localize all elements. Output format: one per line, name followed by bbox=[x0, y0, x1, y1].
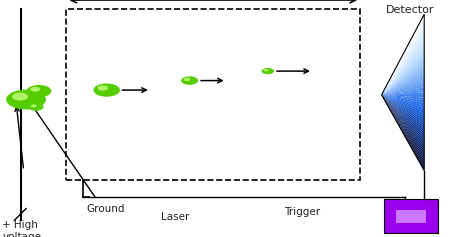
Polygon shape bbox=[382, 95, 424, 168]
Polygon shape bbox=[382, 95, 424, 139]
Polygon shape bbox=[382, 92, 424, 95]
Circle shape bbox=[97, 85, 108, 91]
Polygon shape bbox=[382, 95, 424, 152]
Circle shape bbox=[27, 85, 51, 97]
Polygon shape bbox=[382, 95, 424, 160]
Polygon shape bbox=[382, 95, 424, 108]
Circle shape bbox=[183, 77, 191, 81]
Polygon shape bbox=[382, 95, 424, 155]
Text: Laser: Laser bbox=[161, 212, 190, 222]
Polygon shape bbox=[382, 53, 424, 95]
Polygon shape bbox=[382, 95, 424, 158]
Polygon shape bbox=[382, 95, 424, 165]
Polygon shape bbox=[382, 95, 424, 111]
Polygon shape bbox=[382, 38, 424, 95]
Polygon shape bbox=[382, 77, 424, 95]
Polygon shape bbox=[382, 95, 424, 103]
Polygon shape bbox=[382, 95, 424, 105]
Polygon shape bbox=[382, 46, 424, 95]
Circle shape bbox=[12, 93, 28, 100]
Polygon shape bbox=[382, 22, 424, 95]
Polygon shape bbox=[382, 14, 424, 95]
Circle shape bbox=[30, 87, 40, 92]
Circle shape bbox=[262, 68, 274, 74]
Polygon shape bbox=[382, 95, 424, 126]
Polygon shape bbox=[382, 95, 424, 100]
Polygon shape bbox=[382, 35, 424, 95]
Text: Ground: Ground bbox=[86, 204, 125, 214]
Circle shape bbox=[93, 83, 120, 97]
Polygon shape bbox=[382, 19, 424, 95]
Polygon shape bbox=[382, 95, 424, 129]
Polygon shape bbox=[382, 32, 424, 95]
Polygon shape bbox=[382, 95, 424, 171]
Polygon shape bbox=[382, 25, 424, 95]
Polygon shape bbox=[382, 95, 424, 150]
Bar bbox=[396, 210, 426, 223]
Text: + High
voltage: + High voltage bbox=[2, 220, 41, 237]
Polygon shape bbox=[382, 40, 424, 95]
Polygon shape bbox=[382, 87, 424, 95]
Polygon shape bbox=[382, 43, 424, 95]
Polygon shape bbox=[382, 95, 424, 163]
Polygon shape bbox=[382, 95, 424, 113]
Circle shape bbox=[264, 69, 268, 71]
Polygon shape bbox=[382, 27, 424, 95]
Polygon shape bbox=[382, 59, 424, 95]
Circle shape bbox=[28, 103, 44, 111]
Polygon shape bbox=[382, 74, 424, 95]
Polygon shape bbox=[382, 17, 424, 95]
Polygon shape bbox=[382, 95, 424, 116]
Text: Detector: Detector bbox=[386, 5, 434, 15]
Polygon shape bbox=[382, 56, 424, 95]
Polygon shape bbox=[382, 95, 424, 137]
Polygon shape bbox=[382, 64, 424, 95]
Polygon shape bbox=[382, 51, 424, 95]
Polygon shape bbox=[382, 69, 424, 95]
Bar bbox=[66, 9, 360, 180]
Polygon shape bbox=[382, 61, 424, 95]
Circle shape bbox=[31, 104, 37, 107]
Polygon shape bbox=[382, 95, 424, 142]
Polygon shape bbox=[382, 79, 424, 95]
Polygon shape bbox=[382, 95, 424, 147]
Polygon shape bbox=[382, 82, 424, 95]
Circle shape bbox=[6, 90, 46, 109]
Polygon shape bbox=[382, 95, 424, 118]
Polygon shape bbox=[382, 95, 424, 98]
Polygon shape bbox=[382, 95, 424, 132]
Polygon shape bbox=[382, 48, 424, 95]
Polygon shape bbox=[382, 30, 424, 95]
Polygon shape bbox=[382, 85, 424, 95]
Polygon shape bbox=[382, 66, 424, 95]
Polygon shape bbox=[382, 95, 424, 121]
Polygon shape bbox=[382, 95, 424, 124]
Polygon shape bbox=[382, 95, 424, 145]
Polygon shape bbox=[382, 72, 424, 95]
Circle shape bbox=[181, 76, 198, 85]
Bar bbox=[384, 199, 438, 233]
Polygon shape bbox=[382, 90, 424, 95]
Polygon shape bbox=[382, 95, 424, 134]
Text: Trigger: Trigger bbox=[284, 207, 320, 217]
